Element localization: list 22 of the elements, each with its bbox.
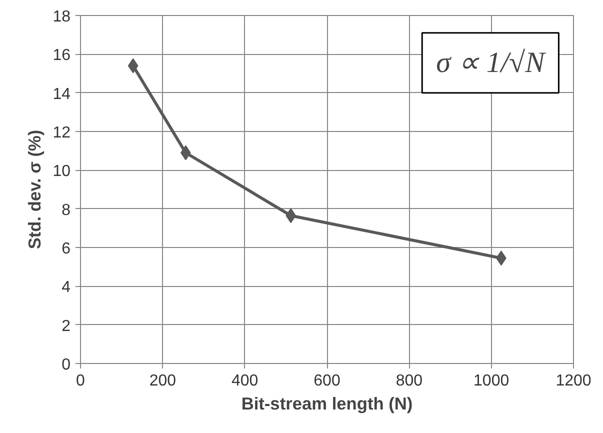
y-tick-label: 18 (52, 8, 71, 26)
x-tick-label: 1000 (474, 372, 510, 390)
y-tick-label: 6 (62, 240, 71, 258)
x-tick-label: 0 (76, 372, 86, 390)
point (286, 208, 296, 224)
y-tick-label: 8 (62, 202, 71, 219)
point (128, 58, 138, 74)
x-axis-title: Bit-stream length (N) (241, 394, 413, 414)
x-tick-label: 600 (314, 372, 340, 390)
y-tick-label: 10 (52, 163, 71, 180)
x-tick-label: 800 (396, 372, 423, 390)
y-tick-label: 12 (52, 124, 71, 142)
y-tick-label: 4 (62, 279, 71, 296)
x-tick-label: 200 (149, 372, 176, 390)
x-tick-label: 1200 (556, 372, 592, 390)
y-axis-title: Std. dev. σ (%) (24, 130, 45, 250)
y-tick-label: 14 (52, 86, 71, 103)
y-tick-label: 0 (62, 356, 71, 374)
x-tick-label: 400 (231, 372, 258, 390)
y-tick-label: 2 (62, 318, 71, 335)
annotation: σ ∝ 1/√N (436, 46, 546, 79)
y-tick-label: 16 (52, 47, 71, 64)
